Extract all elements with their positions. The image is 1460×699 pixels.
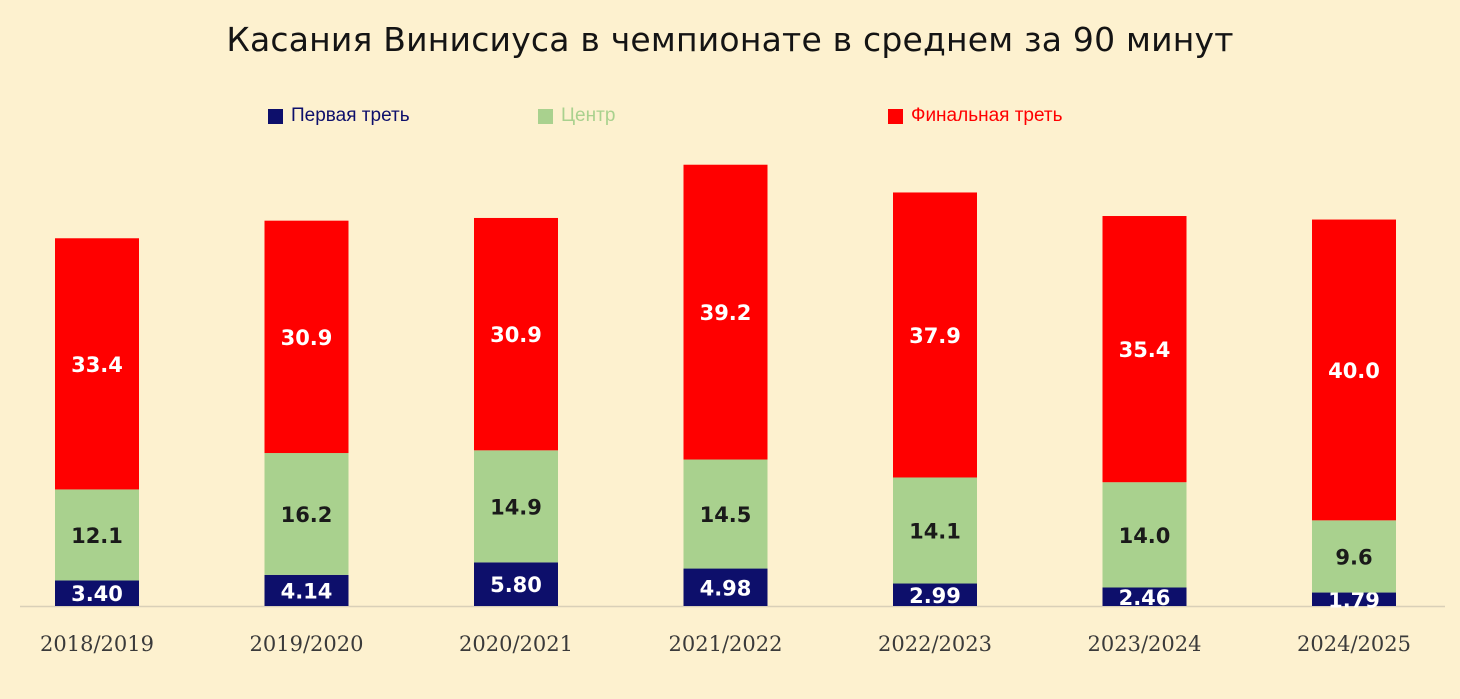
data-label-final-third-4: 37.9 [909, 324, 961, 348]
x-tick-label-4: 2022/2023 [878, 632, 992, 656]
bar-segment-center-2 [474, 450, 558, 563]
x-tick-label-6: 2024/2025 [1297, 632, 1411, 656]
data-label-center-4: 14.1 [909, 519, 961, 543]
data-label-final-third-2: 30.9 [490, 323, 542, 347]
bar-segment-final-third-4 [893, 192, 977, 478]
data-label-final-third-5: 35.4 [1119, 338, 1171, 362]
bar-segment-final-third-6 [1312, 219, 1396, 521]
data-label-final-third-3: 39.2 [700, 301, 752, 325]
x-tick-label-0: 2018/2019 [40, 632, 154, 656]
bar-segment-first-third-3 [683, 568, 768, 606]
legend-swatch-first-third [268, 108, 283, 124]
data-label-final-third-1: 30.9 [281, 326, 333, 350]
legend-label-center: Центр [561, 105, 616, 126]
x-tick-label-5: 2023/2024 [1088, 632, 1202, 656]
data-label-center-6: 9.6 [1335, 545, 1372, 569]
data-label-first-third-0: 3.40 [71, 582, 123, 606]
legend-swatch-final-third [888, 108, 903, 124]
legend-label-first-third: Первая треть [291, 105, 410, 126]
bar-segment-final-third-1 [264, 220, 349, 454]
data-label-final-third-6: 40.0 [1328, 359, 1380, 383]
data-label-center-2: 14.9 [490, 495, 542, 519]
bar-segment-first-third-6 [1312, 592, 1396, 606]
legend-swatch-center [538, 108, 553, 124]
x-tick-label-3: 2021/2022 [669, 632, 783, 656]
bar-segment-final-third-0 [55, 238, 139, 490]
bar-segment-center-1 [264, 453, 349, 575]
legend-item-final-third: Финальная треть [888, 105, 1063, 127]
data-label-first-third-3: 4.98 [700, 576, 752, 600]
chart-title: Касания Винисиуса в чемпионате в среднем… [226, 20, 1234, 59]
x-tick-label-1: 2019/2020 [250, 632, 364, 656]
bar-segment-first-third-5 [1102, 587, 1187, 606]
bar-segment-center-6 [1312, 520, 1396, 593]
x-tick-label-2: 2020/2021 [459, 632, 573, 656]
legend-item-center: Центр [538, 105, 615, 127]
bar-segment-center-3 [683, 459, 768, 569]
bar-segment-final-third-3 [683, 164, 768, 460]
data-label-center-1: 16.2 [281, 503, 333, 527]
data-label-final-third-0: 33.4 [71, 353, 123, 377]
legend-item-first-third: Первая треть [268, 105, 410, 127]
bar-segment-first-third-2 [474, 562, 558, 606]
bar-segment-final-third-2 [474, 217, 558, 451]
bar-segment-final-third-5 [1102, 216, 1187, 483]
data-label-center-0: 12.1 [71, 524, 123, 548]
bar-segment-first-third-1 [264, 574, 349, 606]
bar-segment-first-third-4 [893, 583, 977, 606]
legend-label-final-third: Финальная треть [911, 105, 1063, 126]
bar-segment-first-third-0 [55, 580, 139, 606]
bar-segment-center-0 [55, 489, 139, 581]
bar-segment-center-5 [1102, 482, 1187, 588]
data-label-first-third-5: 2.46 [1119, 586, 1171, 610]
data-label-center-3: 14.5 [700, 503, 752, 527]
data-label-first-third-1: 4.14 [281, 579, 333, 603]
data-label-first-third-4: 2.99 [909, 584, 961, 608]
data-label-first-third-2: 5.80 [490, 573, 542, 597]
data-label-center-5: 14.0 [1119, 524, 1171, 548]
bar-segment-center-4 [893, 477, 977, 584]
